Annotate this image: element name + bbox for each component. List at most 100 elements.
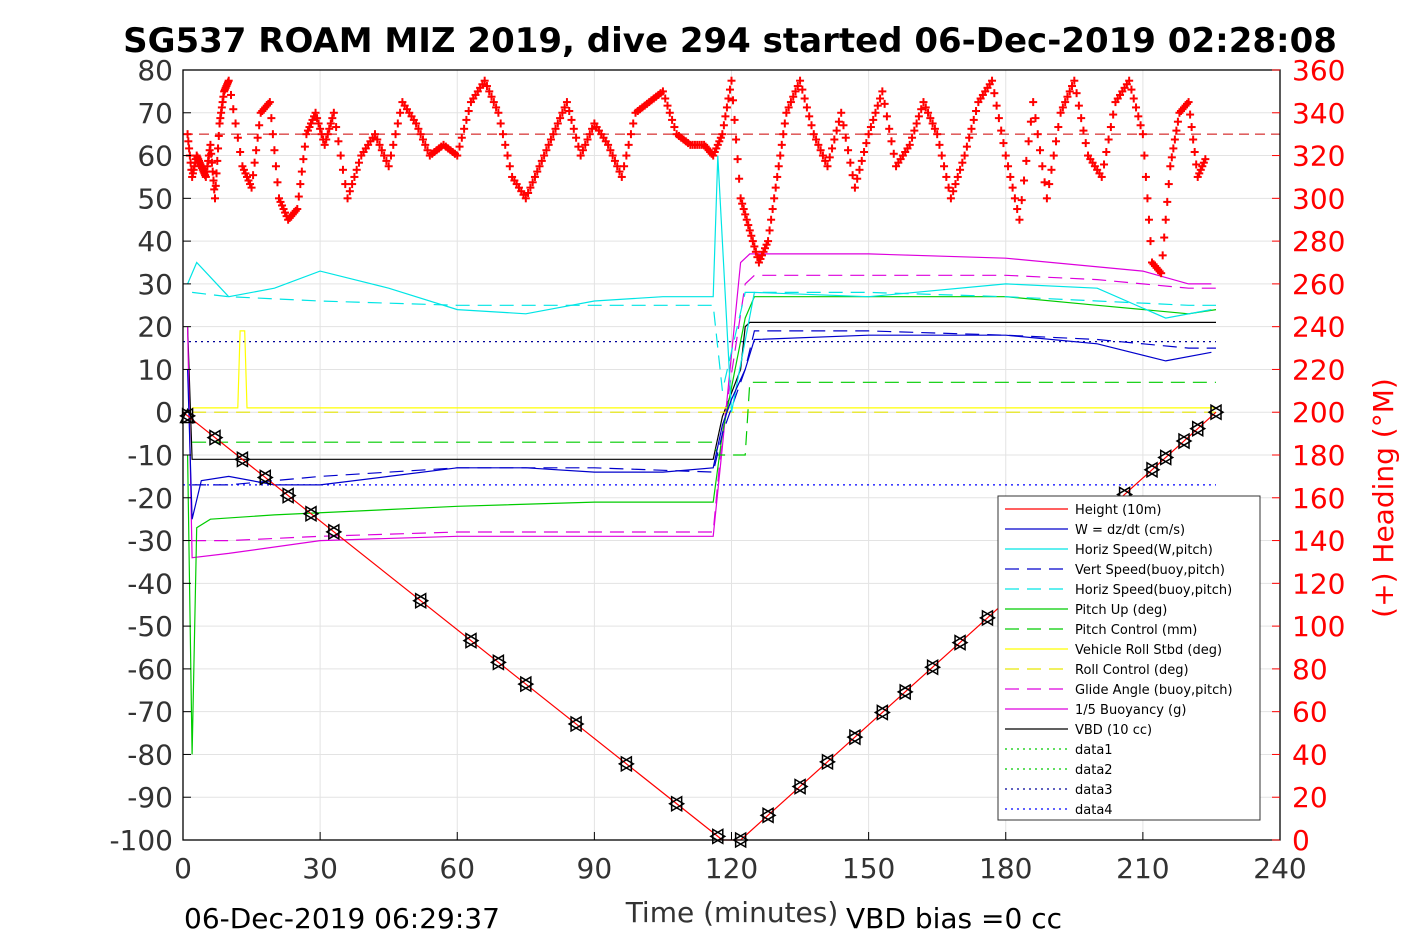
heading-mark (1189, 135, 1198, 144)
heading-mark (328, 114, 337, 123)
heading-mark (489, 98, 498, 107)
heading-mark (887, 137, 896, 146)
heading-mark (210, 194, 219, 203)
y-tick-label: -70 (127, 696, 173, 729)
heading-mark (503, 151, 512, 160)
heading-mark (323, 130, 332, 139)
heading-mark (482, 82, 491, 91)
profile-marker (305, 505, 320, 523)
heading-mark (1157, 269, 1166, 278)
heading-mark (1026, 117, 1035, 126)
series-line-horiz-speed-buoy (192, 291, 1216, 391)
heading-mark (908, 133, 917, 142)
heading-mark (524, 188, 533, 197)
heading-mark (542, 146, 551, 155)
heading-mark (396, 108, 405, 117)
heading-mark (341, 180, 350, 189)
heading-mark (183, 130, 192, 139)
heading-mark (626, 130, 635, 139)
series-line-roll (192, 330, 1216, 409)
heading-mark (209, 176, 218, 185)
heading-mark (665, 108, 674, 117)
heading-mark (733, 155, 742, 164)
profile-marker (668, 795, 683, 813)
profile-marker (206, 429, 221, 446)
heading-mark (535, 162, 544, 171)
heading-mark (962, 142, 971, 151)
heading-mark (322, 135, 331, 144)
heading-mark (818, 151, 827, 160)
profile-marker (670, 795, 686, 813)
heading-mark (777, 140, 786, 149)
heading-mark (1201, 155, 1210, 164)
heading-mark (1167, 153, 1176, 162)
heading-mark (211, 181, 220, 190)
profile-marker (328, 523, 343, 541)
chart-title: SG537 ROAM MIZ 2019, dive 294 started 06… (123, 21, 1337, 61)
series-line-buoyancy (187, 253, 1212, 559)
heading-mark (1070, 76, 1079, 85)
heading-mark (562, 98, 571, 107)
heading-mark (588, 124, 597, 133)
heading-mark (729, 96, 738, 105)
heading-mark (990, 89, 999, 98)
heading-mark (377, 146, 386, 155)
x-tick-label: 150 (842, 852, 895, 885)
profile-marker (1207, 403, 1222, 421)
heading-mark (1065, 87, 1074, 96)
heading-mark (375, 140, 384, 149)
footer-vbd-bias: VBD bias =0 cc (846, 902, 1062, 935)
heading-mark (850, 183, 859, 192)
y-right-tick-label: 60 (1292, 696, 1328, 729)
heading-mark (721, 112, 730, 121)
heading-mark (268, 130, 277, 139)
heading-mark (722, 103, 731, 112)
heading-mark (212, 169, 221, 178)
heading-mark (249, 171, 258, 180)
heading-mark (1052, 137, 1061, 146)
y-right-tick-label: 260 (1292, 268, 1345, 301)
heading-mark (917, 105, 926, 114)
heading-mark (1006, 172, 1015, 181)
heading-mark (494, 108, 503, 117)
profile-marker (818, 753, 834, 771)
heading-mark (988, 76, 997, 85)
profile-marker (520, 675, 535, 693)
heading-mark (624, 140, 633, 149)
y-right-tick-label: 40 (1292, 738, 1328, 771)
heading-mark (809, 130, 818, 139)
profile-marker (570, 715, 585, 733)
profile-marker (978, 609, 994, 627)
heading-mark (1187, 123, 1196, 132)
heading-mark (1132, 103, 1141, 112)
heading-mark (213, 156, 222, 165)
heading-mark (764, 237, 773, 246)
heading-mark (771, 183, 780, 192)
y-tick-label: -10 (127, 439, 173, 472)
profile-marker (1146, 461, 1161, 479)
heading-mark (739, 205, 748, 214)
heading-mark (226, 90, 235, 99)
y-tick-label: -60 (127, 653, 173, 686)
heading-mark (864, 130, 873, 139)
profile-marker (1189, 420, 1204, 437)
series-line-pitch-up (187, 296, 1217, 755)
y-right-tick-label: 160 (1292, 482, 1345, 515)
heading-mark (841, 133, 850, 142)
heading-mark (412, 119, 421, 128)
heading-mark (860, 147, 869, 156)
heading-mark (774, 162, 783, 171)
heading-mark (814, 140, 823, 149)
heading-mark (725, 85, 734, 94)
x-axis-label: Time (minutes) (625, 896, 839, 929)
heading-mark (382, 156, 391, 165)
x-tick-label: 90 (577, 852, 613, 885)
profile-marker (282, 487, 297, 504)
heading-mark (730, 115, 739, 124)
heading-mark (812, 135, 821, 144)
heading-mark (1170, 135, 1179, 144)
x-tick-label: 240 (1253, 852, 1306, 885)
heading-mark (748, 237, 757, 246)
heading-mark (265, 98, 274, 107)
heading-mark (528, 178, 537, 187)
